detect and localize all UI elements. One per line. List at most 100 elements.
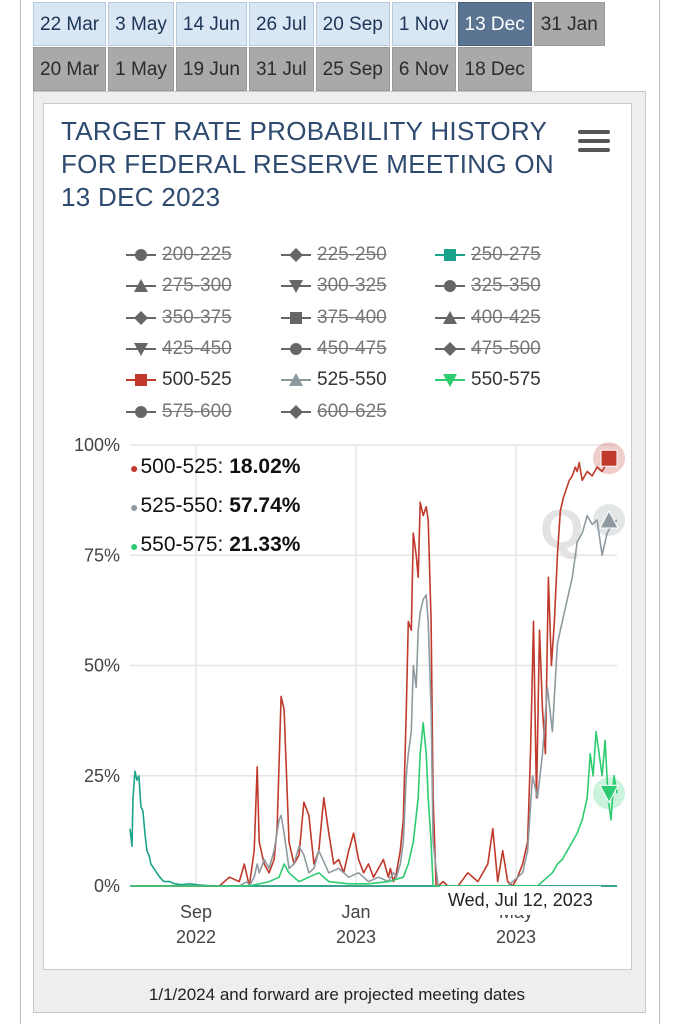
legend-label: 475-500 xyxy=(471,337,541,359)
tab-31-jan[interactable]: 31 Jan xyxy=(533,2,605,46)
tooltip-label: 550-575 xyxy=(140,533,218,556)
tab-22-mar[interactable]: 22 Mar xyxy=(33,2,107,46)
x-tick-label: Sep xyxy=(180,902,212,922)
legend-item-275-300[interactable]: 275-300 xyxy=(126,273,232,299)
circle-marker-icon xyxy=(281,342,311,355)
legend-item-250-275[interactable]: 250-275 xyxy=(435,242,541,268)
circle-marker-icon xyxy=(435,280,465,293)
legend-label: 325-350 xyxy=(471,275,541,297)
meeting-tabs-row-1: 22 Mar 3 May 14 Jun 26 Jul 20 Sep 1 Nov 13 Dec… xyxy=(33,2,607,46)
tab-19-jun[interactable]: 19 Jun xyxy=(175,47,247,91)
legend-item-425-450[interactable]: 425-450 xyxy=(126,336,232,362)
y-tick-label: 0% xyxy=(94,876,120,896)
legend-item-600-625[interactable]: 600-625 xyxy=(281,399,387,425)
tab-18-dec[interactable]: 18 Dec xyxy=(457,47,532,91)
hover-point-525-550[interactable] xyxy=(599,509,619,529)
chart-menu-button[interactable] xyxy=(578,130,610,160)
tab-26-jul[interactable]: 26 Jul xyxy=(248,2,314,46)
triangle-marker-icon xyxy=(126,279,156,293)
diamond-marker-icon xyxy=(281,248,311,262)
series-line-525-550[interactable] xyxy=(130,514,618,887)
legend-item-400-425[interactable]: 400-425 xyxy=(435,305,541,331)
x-tick-label: 2023 xyxy=(496,927,536,947)
series-line-250-275[interactable] xyxy=(129,770,617,887)
legend-item-300-325[interactable]: 300-325 xyxy=(281,273,387,299)
tab-1-may[interactable]: 1 May xyxy=(108,47,174,91)
tooltip-row-525-550: ●525-550: 57.74% xyxy=(130,486,300,525)
tooltip-separator: : xyxy=(217,455,230,478)
triangle-marker-icon xyxy=(435,310,465,324)
legend-item-325-350[interactable]: 325-350 xyxy=(435,273,541,299)
square-marker-icon xyxy=(281,311,311,324)
menu-bar-icon xyxy=(578,148,610,152)
legend-label: 400-425 xyxy=(471,306,541,328)
tooltip-value: 57.74% xyxy=(229,494,301,517)
footnote: 1/1/2024 and forward are projected meeti… xyxy=(148,985,526,1004)
hover-point-500-525[interactable] xyxy=(600,449,618,467)
tab-20-sep[interactable]: 20 Sep xyxy=(315,2,390,46)
diamond-marker-icon xyxy=(435,341,465,356)
legend-label: 550-575 xyxy=(471,369,541,391)
legend-item-500-525[interactable]: 500-525 xyxy=(126,367,232,393)
legend-item-525-550[interactable]: 525-550 xyxy=(281,367,387,393)
tab-3-may[interactable]: 3 May xyxy=(108,2,174,46)
legend-item-575-600[interactable]: 575-600 xyxy=(126,399,232,425)
legend-item-475-500[interactable]: 475-500 xyxy=(435,336,541,362)
tooltip-value: 21.33% xyxy=(229,533,301,556)
tooltip-label: 500-525 xyxy=(140,455,218,478)
legend-label: 375-400 xyxy=(317,306,387,328)
square-marker-icon xyxy=(435,249,465,261)
tab-25-sep[interactable]: 25 Sep xyxy=(315,47,390,91)
tab-14-jun[interactable]: 14 Jun xyxy=(175,2,247,46)
circle-marker-icon xyxy=(126,249,156,261)
diamond-marker-icon xyxy=(281,404,311,419)
legend-item-350-375[interactable]: 350-375 xyxy=(126,305,232,331)
legend-item-200-225[interactable]: 200-225 xyxy=(126,242,232,268)
tab-31-jul[interactable]: 31 Jul xyxy=(248,47,314,91)
hover-point-550-575[interactable] xyxy=(599,784,619,804)
legend-label: 250-275 xyxy=(471,244,541,265)
legend-label: 225-250 xyxy=(317,244,387,265)
legend-label: 575-600 xyxy=(162,400,232,422)
tooltip-date: Wed, Jul 12, 2023 xyxy=(440,886,601,915)
legend-label: 500-525 xyxy=(162,369,232,391)
series-line-500-525[interactable] xyxy=(130,457,618,887)
tab-20-mar[interactable]: 20 Mar xyxy=(33,47,107,91)
chart-title: TARGET RATE PROBABILITY HISTORY FOR FEDE… xyxy=(61,116,554,212)
chart-container xyxy=(43,103,632,970)
legend-label: 450-475 xyxy=(317,337,387,359)
x-tick-label: 2022 xyxy=(176,927,216,947)
legend-label: 425-450 xyxy=(162,337,232,359)
circle-marker-icon xyxy=(126,405,156,418)
legend-item-225-250[interactable]: 225-250 xyxy=(281,242,387,268)
y-tick-label: 75% xyxy=(84,545,120,565)
y-tick-label: 25% xyxy=(84,766,120,786)
y-tick-label: 100% xyxy=(74,435,120,455)
tab-13-dec[interactable]: 13 Dec xyxy=(457,2,532,46)
tooltip-label: 525-550 xyxy=(140,494,218,517)
triangle-down-marker-icon xyxy=(281,280,311,294)
triangle-marker-icon xyxy=(281,373,311,387)
series-dot-icon: ● xyxy=(130,538,139,554)
legend-item-375-400[interactable]: 375-400 xyxy=(281,305,387,331)
tab-6-nov[interactable]: 6 Nov xyxy=(391,47,456,91)
x-tick-label: 2023 xyxy=(336,927,376,947)
legend-label: 600-625 xyxy=(317,400,387,422)
legend-label: 275-300 xyxy=(162,275,232,297)
x-tick-label: Jan xyxy=(341,902,370,922)
series-dot-icon: ● xyxy=(130,460,139,476)
legend-item-450-475[interactable]: 450-475 xyxy=(281,336,387,362)
legend-label: 200-225 xyxy=(162,244,232,265)
tooltip-row-550-575: ●550-575: 21.33% xyxy=(130,525,300,564)
legend-label: 350-375 xyxy=(162,306,232,328)
meeting-tabs-row-2: 20 Mar 1 May 19 Jun 31 Jul 25 Sep 6 Nov 18 Dec xyxy=(33,47,534,91)
menu-bar-icon xyxy=(578,130,610,134)
tab-1-nov[interactable]: 1 Nov xyxy=(391,2,456,46)
series-dot-icon: ● xyxy=(130,499,139,515)
y-tick-label: 50% xyxy=(84,656,120,676)
tooltip-separator: : xyxy=(217,533,230,556)
legend-item-550-575[interactable]: 550-575 xyxy=(435,367,541,393)
series-line-550-575[interactable] xyxy=(130,721,618,887)
triangle-down-marker-icon xyxy=(126,342,156,356)
